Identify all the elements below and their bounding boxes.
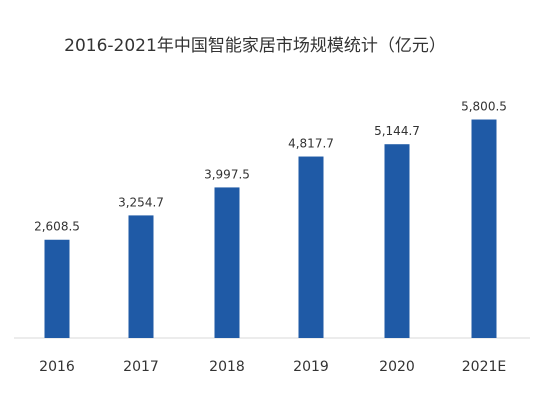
bar-2019	[298, 156, 324, 338]
data-label-2019: 4,817.7	[288, 137, 334, 151]
data-label-2021e: 5,800.5	[461, 100, 507, 114]
x-tick-label-2016: 2016	[39, 359, 75, 375]
x-tick-label-2020: 2020	[379, 359, 415, 375]
data-label-2020: 5,144.7	[374, 124, 420, 138]
x-tick-label-2019: 2019	[293, 359, 329, 375]
bar-2016	[44, 239, 70, 338]
x-tick-labels-group: 2016 2017 2018 2019 2020 2021E	[39, 359, 506, 375]
bar-2017	[128, 215, 154, 338]
chart-title: 2016-2021年中国智能家居市场规模统计（亿元）	[64, 36, 446, 56]
data-label-2016: 2,608.5	[34, 220, 80, 234]
data-label-2017: 3,254.7	[118, 195, 164, 209]
bar-2021e	[471, 119, 497, 339]
x-tick-label-2018: 2018	[209, 359, 245, 375]
bar-2018	[214, 187, 240, 338]
data-labels-group: 2,608.5 3,254.7 3,997.5 4,817.7 5,144.7 5,800…	[34, 100, 507, 234]
x-tick-label-2017: 2017	[123, 359, 159, 375]
data-label-2018: 3,997.5	[204, 167, 250, 181]
x-tick-label-2021e: 2021E	[462, 359, 506, 375]
bars-group	[44, 119, 497, 339]
bar-2020	[384, 144, 410, 338]
